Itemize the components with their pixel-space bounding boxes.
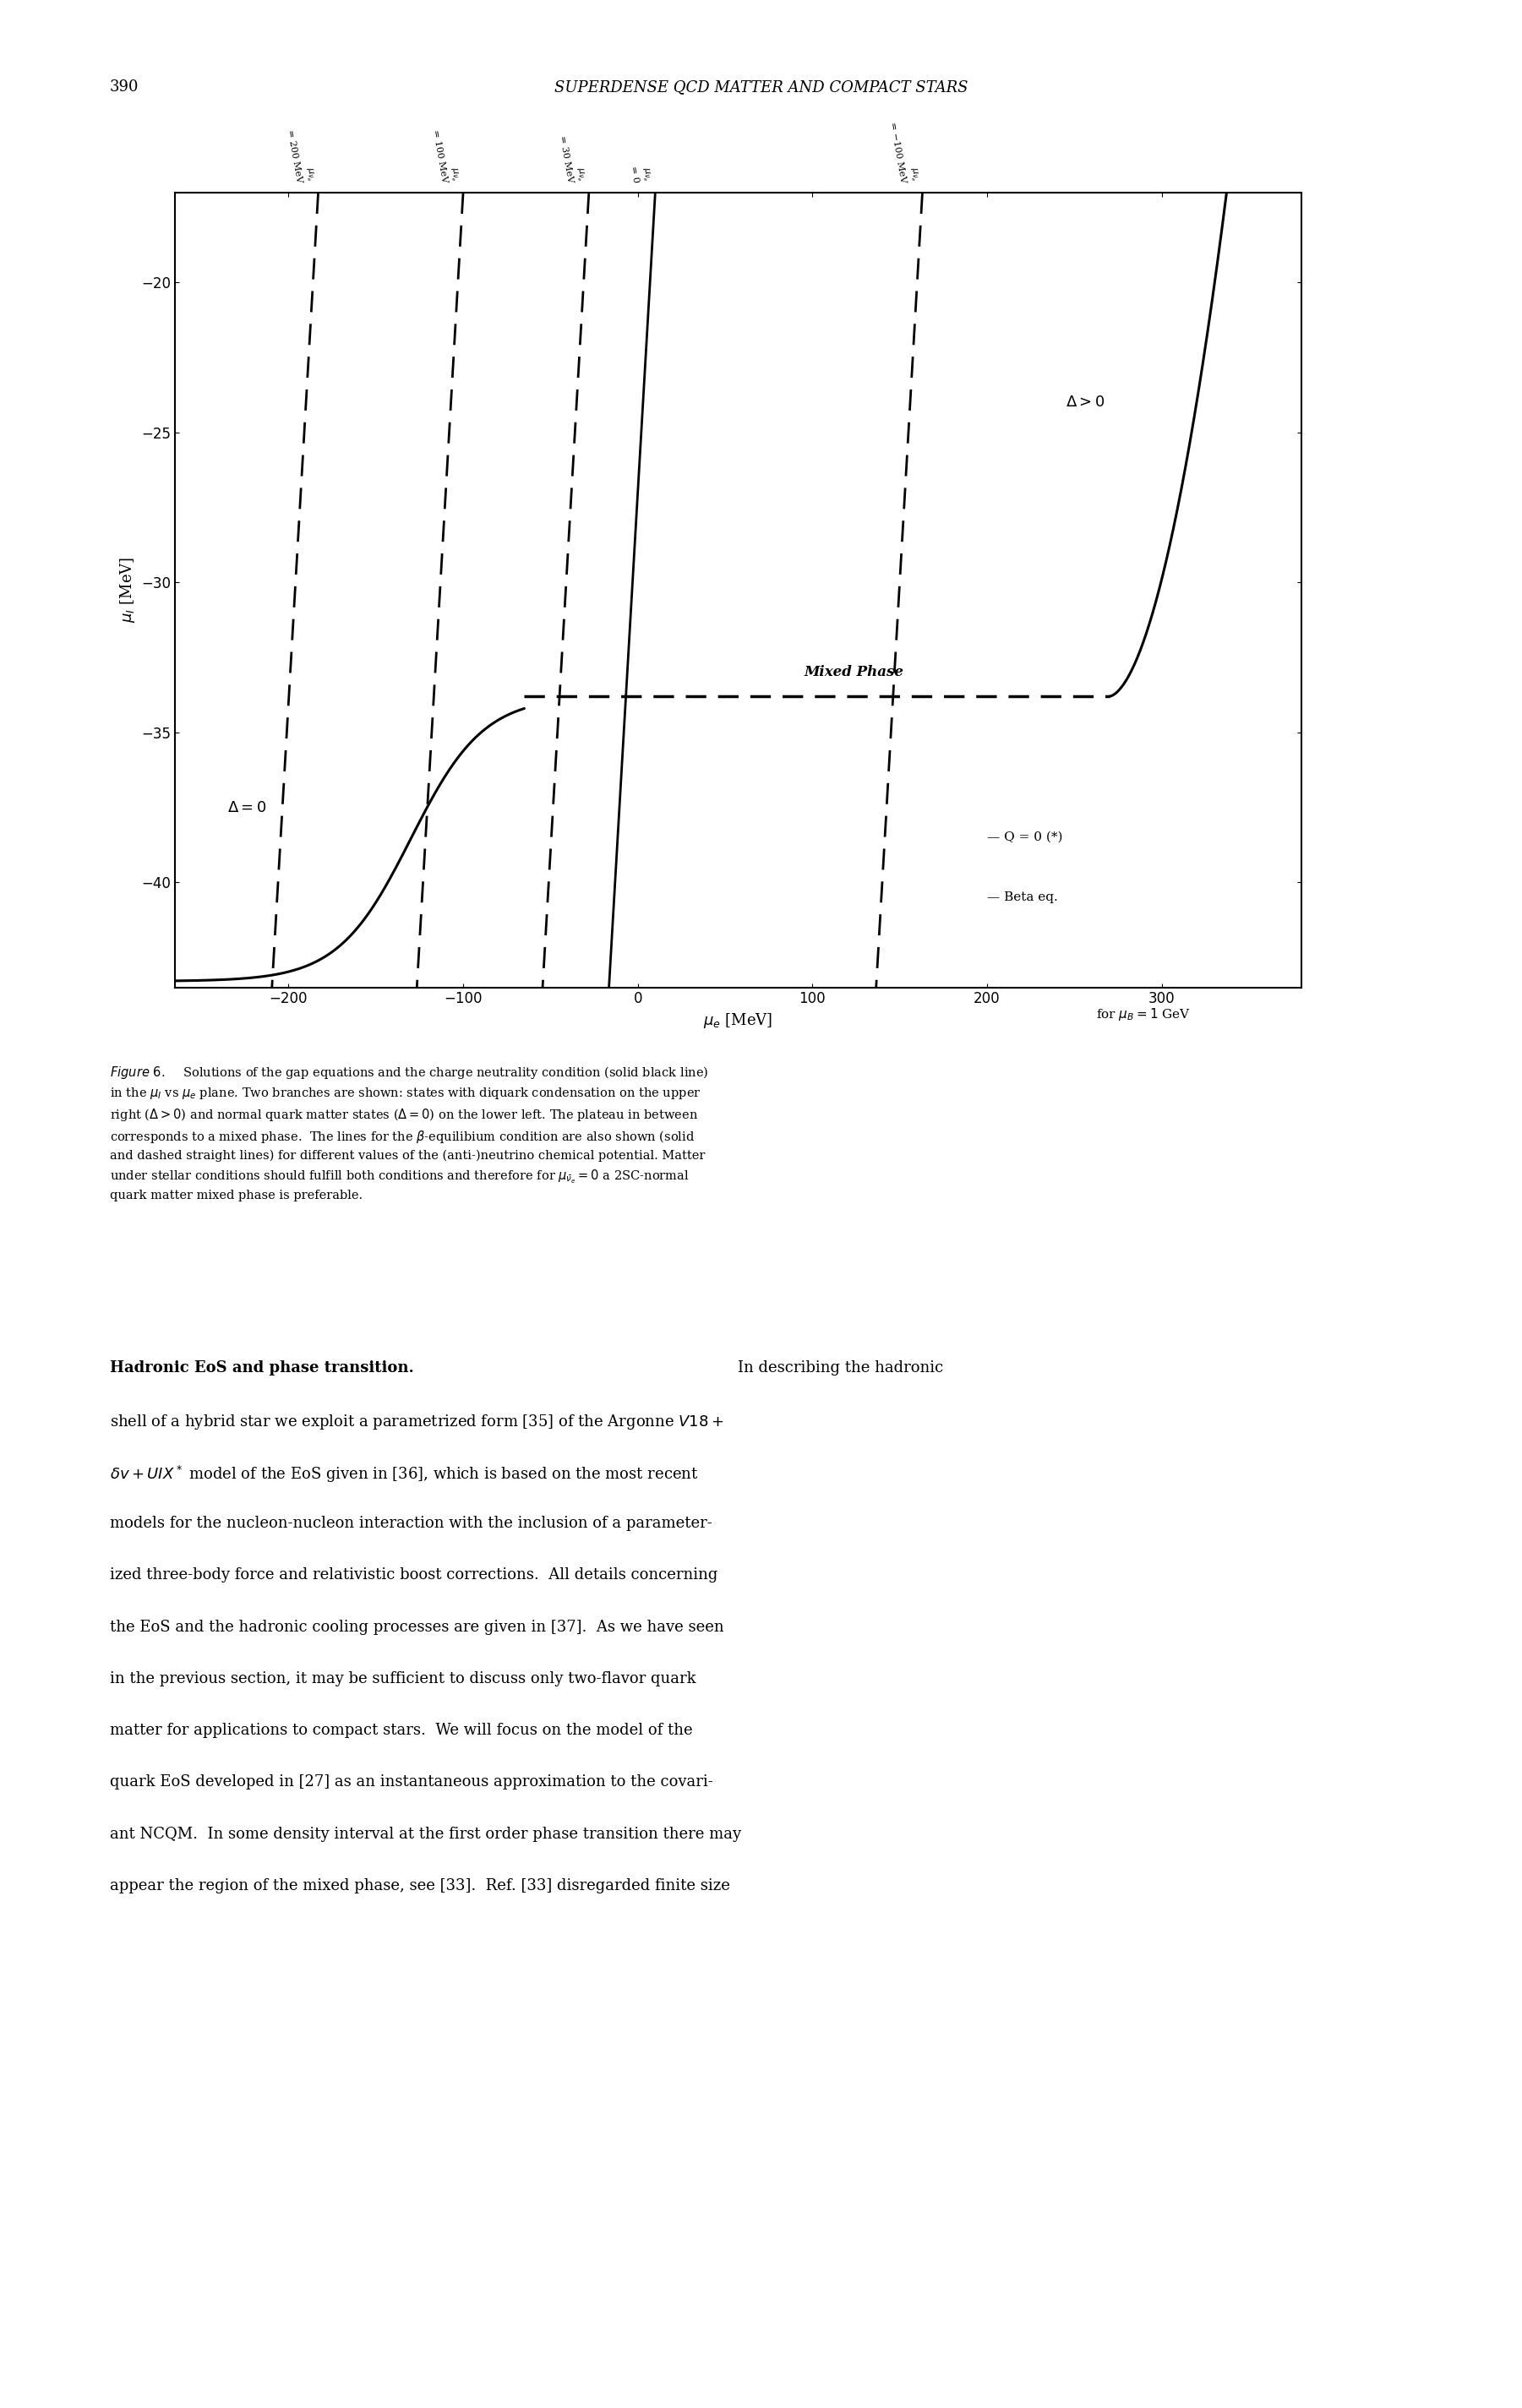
Y-axis label: $\mu_I$ [MeV]: $\mu_I$ [MeV] [119, 556, 137, 624]
Text: the EoS and the hadronic cooling processes are given in [37].  As we have seen: the EoS and the hadronic cooling process… [110, 1621, 723, 1635]
Text: ant NCQM.  In some density interval at the first order phase transition there ma: ant NCQM. In some density interval at th… [110, 1825, 741, 1842]
Text: shell of a hybrid star we exploit a parametrized form [35] of the Argonne $V18+$: shell of a hybrid star we exploit a para… [110, 1411, 723, 1430]
Text: $\mu_{\nu_e}$
= 30 MeV: $\mu_{\nu_e}$ = 30 MeV [557, 132, 586, 183]
X-axis label: $\mu_e$ [MeV]: $\mu_e$ [MeV] [703, 1011, 773, 1031]
Text: appear the region of the mixed phase, see [33].  Ref. [33] disregarded finite si: appear the region of the mixed phase, se… [110, 1878, 729, 1893]
Text: — Beta eq.: — Beta eq. [986, 891, 1058, 903]
Text: SUPERDENSE QCD MATTER AND COMPACT STARS: SUPERDENSE QCD MATTER AND COMPACT STARS [554, 79, 968, 94]
Text: for $\mu_B = 1$ GeV: for $\mu_B = 1$ GeV [1096, 1007, 1190, 1023]
Text: matter for applications to compact stars.  We will focus on the model of the: matter for applications to compact stars… [110, 1724, 693, 1739]
Text: Hadronic EoS and phase transition.: Hadronic EoS and phase transition. [110, 1361, 414, 1375]
Text: Mixed Phase: Mixed Phase [804, 665, 904, 679]
Text: $\Delta > 0$: $\Delta > 0$ [1065, 395, 1105, 409]
Text: $\mu_{\nu_e}$
= −100 MeV: $\mu_{\nu_e}$ = −100 MeV [889, 120, 919, 183]
Text: In describing the hadronic: In describing the hadronic [738, 1361, 944, 1375]
Text: quark EoS developed in [27] as an instantaneous approximation to the covari-: quark EoS developed in [27] as an instan… [110, 1775, 712, 1789]
Text: — Q = 0 (*): — Q = 0 (*) [986, 831, 1062, 843]
Text: models for the nucleon-nucleon interaction with the inclusion of a parameter-: models for the nucleon-nucleon interacti… [110, 1517, 712, 1531]
Text: 390: 390 [110, 79, 139, 94]
Text: $\delta v + UIX^*$ model of the EoS given in [36], which is based on the most re: $\delta v + UIX^*$ model of the EoS give… [110, 1464, 699, 1483]
Text: $\mu_{\nu_e}$
= 100 MeV: $\mu_{\nu_e}$ = 100 MeV [431, 128, 461, 183]
Text: $\it{Figure\ 6.}$    Solutions of the gap equations and the charge neutrality co: $\it{Figure\ 6.}$ Solutions of the gap e… [110, 1064, 708, 1202]
Text: $\mu_{\nu_e}$
= 0: $\mu_{\nu_e}$ = 0 [629, 164, 653, 183]
Text: ized three-body force and relativistic boost corrections.  All details concernin: ized three-body force and relativistic b… [110, 1568, 717, 1582]
Text: $\Delta = 0$: $\Delta = 0$ [227, 799, 266, 814]
Text: in the previous section, it may be sufficient to discuss only two-flavor quark: in the previous section, it may be suffi… [110, 1671, 696, 1686]
Text: $\mu_{\nu_e}$
= 200 MeV: $\mu_{\nu_e}$ = 200 MeV [286, 128, 315, 183]
